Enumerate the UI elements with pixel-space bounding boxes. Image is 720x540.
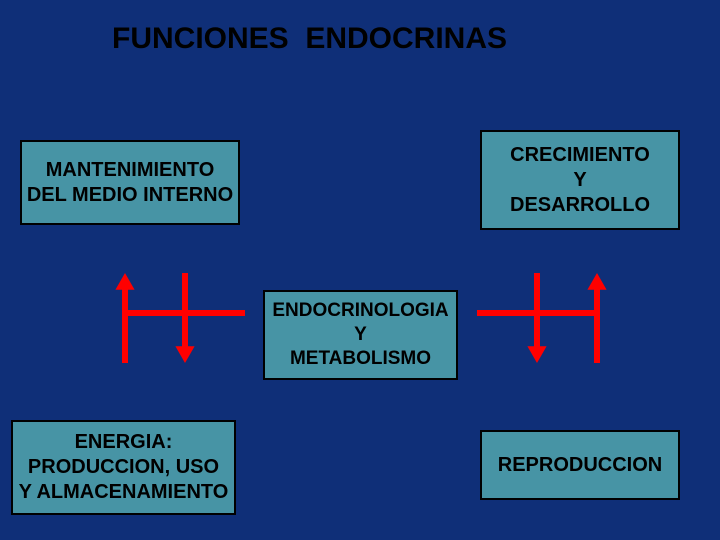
arrow-top-right xyxy=(472,263,642,373)
slide-title: FUNCIONES ENDOCRINAS xyxy=(112,22,507,56)
box-mantenimiento: MANTENIMIENTO DEL MEDIO INTERNO xyxy=(20,140,240,225)
box-energia: ENERGIA: PRODUCCION, USO Y ALMACENAMIENT… xyxy=(11,420,236,515)
arrow-top-left xyxy=(80,263,250,373)
box-endocrinologia: ENDOCRINOLOGIA Y METABOLISMO xyxy=(263,290,458,380)
box-reproduccion: REPRODUCCION xyxy=(480,430,680,500)
box-crecimiento: CRECIMIENTO Y DESARROLLO xyxy=(480,130,680,230)
slide: FUNCIONES ENDOCRINAS MANTENIMIENTO DEL M… xyxy=(0,0,720,540)
